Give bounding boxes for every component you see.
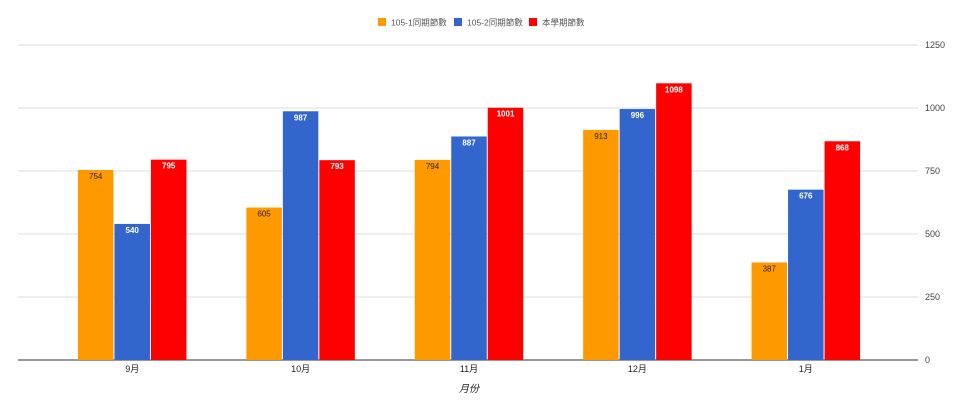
data-label: 913 — [594, 132, 608, 141]
y-tick-label: 500 — [925, 229, 940, 239]
x-tick-label: 10月 — [291, 364, 310, 374]
legend-label: 本學期節數 — [542, 18, 585, 28]
bar — [619, 109, 656, 361]
data-label: 1001 — [497, 110, 515, 119]
data-label: 793 — [330, 162, 344, 171]
bar — [788, 189, 824, 360]
legend-item[interactable]: 105-2同期節數 — [454, 18, 523, 28]
legend-label: 105-1同期節數 — [391, 18, 447, 28]
data-label: 540 — [126, 226, 140, 235]
bar — [656, 83, 692, 360]
y-tick-label: 1000 — [925, 103, 945, 113]
legend: 105-1同期節數 105-2同期節數 本學期節數 — [378, 18, 585, 28]
bar — [246, 207, 282, 360]
bar — [751, 262, 788, 360]
bar — [414, 159, 451, 360]
bar — [282, 111, 319, 360]
bar — [319, 160, 355, 360]
x-axis: 9月 10月 11月 12月 1月 — [125, 364, 813, 374]
bar — [824, 141, 861, 360]
data-labels: 754 540 795 605 987 793 794 887 1001 913 996 1098 38… — [89, 85, 849, 273]
y-tick-label: 750 — [925, 166, 940, 176]
data-label: 754 — [89, 172, 103, 181]
bars — [77, 83, 861, 361]
x-tick-label: 12月 — [628, 364, 647, 374]
data-label: 795 — [162, 162, 176, 171]
legend-swatch — [529, 18, 537, 26]
bar — [451, 136, 487, 360]
data-label: 996 — [631, 111, 645, 120]
data-label: 987 — [294, 113, 308, 122]
legend-item[interactable]: 本學期節數 — [529, 18, 585, 28]
bar — [487, 107, 524, 360]
data-label: 1098 — [665, 85, 683, 94]
legend-item[interactable]: 105-1同期節數 — [378, 18, 447, 28]
x-tick-label: 11月 — [460, 364, 478, 374]
data-label: 794 — [426, 162, 440, 171]
data-label: 868 — [836, 143, 850, 152]
bar — [77, 169, 114, 360]
bar — [150, 159, 187, 360]
data-label: 676 — [799, 192, 813, 201]
x-axis-title: 月份 — [459, 383, 480, 395]
bar — [583, 129, 619, 360]
data-label: 887 — [462, 138, 476, 147]
y-tick-label: 250 — [925, 292, 940, 302]
x-tick-label: 1月 — [799, 364, 813, 374]
y-tick-label: 1250 — [925, 40, 945, 50]
legend-swatch — [378, 18, 386, 26]
data-label: 387 — [763, 264, 777, 273]
y-tick-label: 0 — [925, 355, 930, 365]
legend-swatch — [454, 18, 462, 26]
data-label: 605 — [257, 210, 271, 219]
bar — [114, 223, 150, 360]
legend-label: 105-2同期節數 — [467, 18, 523, 28]
y-axis: 0 250 500 750 1000 1250 — [925, 40, 945, 365]
x-tick-label: 9月 — [125, 364, 139, 374]
